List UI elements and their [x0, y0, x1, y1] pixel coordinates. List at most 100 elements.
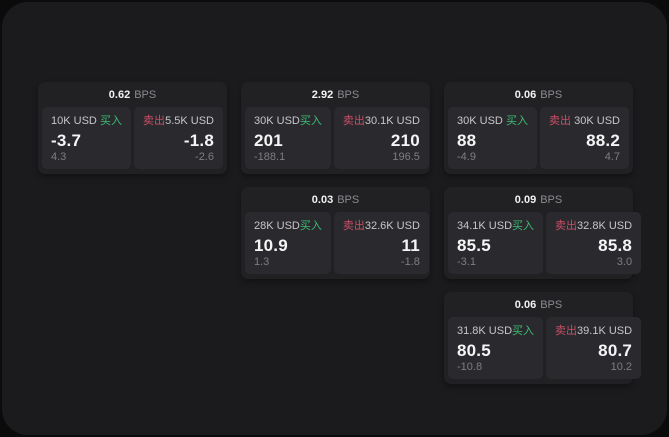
sell-delta: 3.0	[616, 256, 633, 268]
quote-card: 0.62 BPS 10K USD 买入 -3.7 4.3 卖出 5.5K USD	[38, 82, 227, 174]
sell-panel[interactable]: 卖出 30.1K USD 210 196.5	[333, 107, 429, 169]
sell-amount: 30K USD	[574, 115, 620, 127]
sell-label: 卖出	[555, 220, 578, 232]
spread-unit: BPS	[540, 88, 563, 101]
sell-price: 80.7	[598, 341, 633, 360]
sell-panel-header: 卖出 5.5K USD	[143, 115, 214, 128]
buy-label: 买入	[512, 220, 535, 232]
buy-label: 买入	[512, 325, 535, 337]
spread-value: 0.09	[514, 193, 537, 206]
buy-amount: 10K USD	[51, 115, 97, 127]
sell-delta: 10.2	[610, 361, 633, 373]
buy-panel-header: 30K USD 买入	[254, 115, 322, 128]
quote-panels: 30K USD 买入 201 -188.1 卖出 30.1K USD 210 1…	[245, 107, 429, 169]
buy-price: 201	[254, 131, 283, 150]
buy-amount: 31.8K USD	[457, 325, 513, 337]
sell-price: -1.8	[183, 131, 214, 150]
sell-delta: 4.7	[604, 151, 620, 163]
buy-delta: -3.1	[457, 256, 476, 268]
sell-label: 卖出	[342, 220, 365, 232]
buy-amount: 30K USD	[254, 115, 300, 127]
buy-amount: 34.1K USD	[457, 220, 513, 232]
quote-panels: 10K USD 买入 -3.7 4.3 卖出 5.5K USD -1.8 -2.…	[42, 107, 223, 169]
buy-delta: -188.1	[254, 151, 286, 163]
sell-panel[interactable]: 卖出 39.1K USD 80.7 10.2	[546, 317, 642, 379]
spread-header: 0.03 BPS	[245, 187, 426, 212]
sell-price: 11	[401, 236, 420, 255]
spread-unit: BPS	[134, 88, 157, 101]
spread-value: 2.92	[311, 88, 334, 101]
sell-amount: 32.6K USD	[364, 220, 420, 232]
buy-panel[interactable]: 28K USD 买入 10.9 1.3	[245, 212, 331, 274]
quote-card: 0.06 BPS 30K USD 买入 88 -4.9 卖出 30K USD	[444, 82, 633, 174]
buy-price: -3.7	[51, 131, 82, 150]
buy-delta: 1.3	[254, 256, 270, 268]
spread-header: 2.92 BPS	[245, 82, 426, 107]
buy-price: 10.9	[254, 236, 288, 255]
sell-label: 卖出	[555, 325, 578, 337]
quote-card: 2.92 BPS 30K USD 买入 201 -188.1 卖出 30.1K …	[241, 82, 430, 174]
buy-panel-header: 28K USD 买入	[254, 220, 322, 233]
quote-panels: 28K USD 买入 10.9 1.3 卖出 32.6K USD 11 -1.8	[245, 212, 429, 274]
buy-label: 买入	[299, 115, 322, 127]
spread-header: 0.62 BPS	[42, 82, 223, 107]
buy-panel[interactable]: 30K USD 买入 201 -188.1	[245, 107, 331, 169]
sell-price: 88.2	[586, 131, 620, 150]
buy-price: 88	[457, 131, 477, 150]
spread-value: 0.06	[514, 88, 537, 101]
buy-panel-header: 10K USD 买入	[51, 115, 122, 128]
buy-label: 买入	[299, 220, 322, 232]
sell-panel-header: 卖出 32.8K USD	[555, 220, 632, 233]
sell-panel[interactable]: 卖出 32.8K USD 85.8 3.0	[546, 212, 642, 274]
sell-delta: 196.5	[392, 151, 420, 163]
sell-panel[interactable]: 卖出 5.5K USD -1.8 -2.6	[134, 107, 223, 169]
sell-panel-header: 卖出 30K USD	[549, 115, 620, 128]
spread-header: 0.09 BPS	[448, 187, 629, 212]
buy-delta: 4.3	[51, 151, 67, 163]
quotes-grid: 0.62 BPS 10K USD 买入 -3.7 4.3 卖出 5.5K USD	[38, 82, 642, 384]
sell-delta: -1.8	[400, 256, 420, 268]
sell-panel-header: 卖出 32.6K USD	[343, 220, 420, 233]
buy-delta: -10.8	[457, 361, 483, 373]
buy-label: 买入	[506, 115, 528, 127]
sell-label: 卖出	[143, 115, 165, 127]
spread-unit: BPS	[540, 298, 563, 311]
spread-header: 0.06 BPS	[448, 82, 629, 107]
buy-delta: -4.9	[457, 151, 476, 163]
quote-card: 0.06 BPS 31.8K USD 买入 80.5 -10.8 卖出 39.1…	[444, 292, 642, 384]
buy-panel-header: 34.1K USD 买入	[457, 220, 534, 233]
buy-amount: 28K USD	[254, 220, 300, 232]
spread-value: 0.62	[108, 88, 131, 101]
sell-amount: 30.1K USD	[364, 115, 420, 127]
buy-panel[interactable]: 10K USD 买入 -3.7 4.3	[42, 107, 131, 169]
sell-price: 85.8	[598, 236, 633, 255]
sell-panel[interactable]: 卖出 30K USD 88.2 4.7	[540, 107, 629, 169]
sell-amount: 32.8K USD	[577, 220, 633, 232]
spread-header: 0.06 BPS	[448, 292, 629, 317]
quote-panels: 34.1K USD 买入 85.5 -3.1 卖出 32.8K USD 85.8…	[448, 212, 642, 274]
spread-value: 0.03	[311, 193, 334, 206]
sell-panel-header: 卖出 39.1K USD	[555, 325, 632, 338]
sell-panel[interactable]: 卖出 32.6K USD 11 -1.8	[333, 212, 429, 274]
sell-amount: 5.5K USD	[165, 115, 214, 127]
buy-panel[interactable]: 30K USD 买入 88 -4.9	[448, 107, 537, 169]
sell-price: 210	[390, 131, 420, 150]
sell-panel-header: 卖出 30.1K USD	[343, 115, 420, 128]
quote-panels: 30K USD 买入 88 -4.9 卖出 30K USD 88.2 4.7	[448, 107, 629, 169]
buy-label: 买入	[100, 115, 122, 127]
quote-panels: 31.8K USD 买入 80.5 -10.8 卖出 39.1K USD 80.…	[448, 317, 642, 379]
sell-amount: 39.1K USD	[577, 325, 633, 337]
spread-unit: BPS	[337, 193, 360, 206]
sell-delta: -2.6	[195, 151, 214, 163]
buy-panel-header: 31.8K USD 买入	[457, 325, 534, 338]
buy-panel-header: 30K USD 买入	[457, 115, 528, 128]
buy-panel[interactable]: 34.1K USD 买入 85.5 -3.1	[448, 212, 544, 274]
quote-card: 0.09 BPS 34.1K USD 买入 85.5 -3.1 卖出 32.8K…	[444, 187, 642, 279]
sell-label: 卖出	[549, 115, 571, 127]
buy-panel[interactable]: 31.8K USD 买入 80.5 -10.8	[448, 317, 544, 379]
spread-unit: BPS	[337, 88, 360, 101]
sell-label: 卖出	[342, 115, 365, 127]
quote-card: 0.03 BPS 28K USD 买入 10.9 1.3 卖出 32.6K US…	[241, 187, 430, 279]
buy-price: 80.5	[457, 341, 491, 360]
